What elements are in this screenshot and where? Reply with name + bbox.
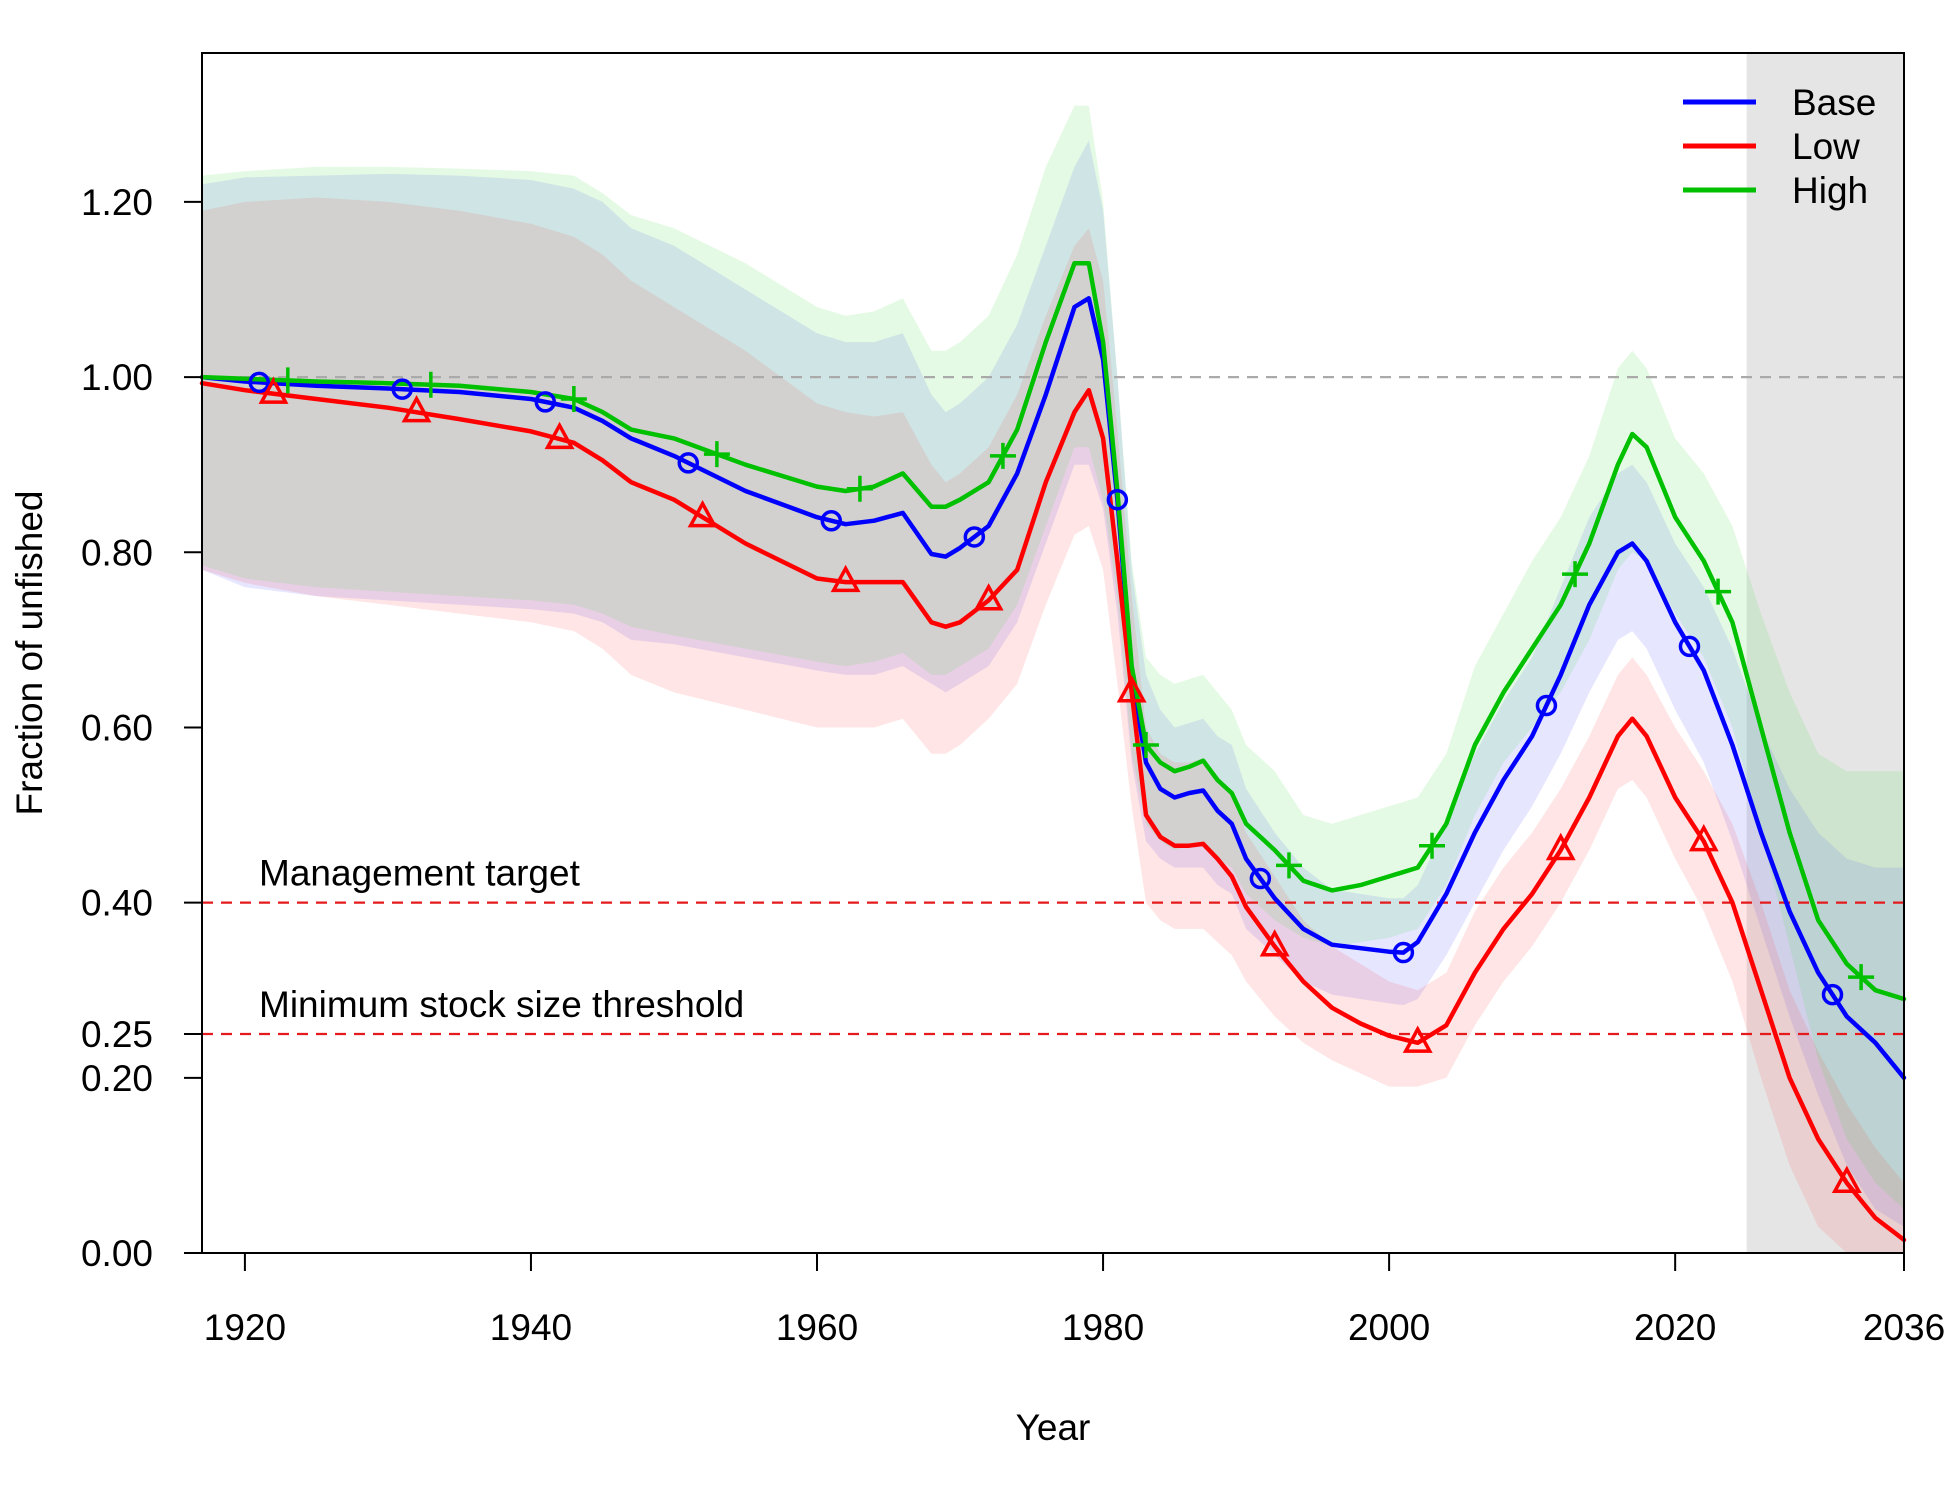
marker-high [417,371,444,398]
marker-base [391,378,413,400]
x-tick-label: 2000 [1348,1307,1430,1348]
y-tick-label: 1.20 [81,182,153,223]
marker-base [677,452,700,474]
x-tick-label: 1960 [776,1307,858,1348]
band-low [202,197,1904,1253]
marker-base [534,391,557,413]
y-tick-label: 0.40 [81,883,153,924]
x-axis: 1920 1940 1960 1980 2000 2020 2036 [204,1252,1945,1348]
y-tick-label: 0.25 [81,1014,153,1055]
line-base [199,296,1907,1081]
reference-lines: Management target Minimum stock size thre… [202,375,1904,1036]
marker-base [248,371,270,394]
marker-base [1678,635,1701,658]
marker-low [1688,824,1719,852]
x-tick-label: 2020 [1634,1307,1716,1348]
marker-base [820,509,843,532]
legend-label: Base [1792,82,1876,123]
uncertainty-bands [202,105,1904,1253]
y-tick-label: 0.60 [81,707,153,748]
legend-label: Low [1792,126,1860,167]
marker-low [973,583,1004,611]
marker-low [1545,832,1576,861]
y-axis-title: Fraction of unfished [9,491,50,816]
y-axis: 0.00 0.200.25 0.40 0.60 0.80 1.00 1.20 [81,182,202,1274]
marker-low [687,499,718,528]
marker-high [703,441,730,468]
series-markers [248,367,1875,1194]
marker-high [989,442,1016,469]
marker-high [846,475,873,502]
legend-label: High [1792,170,1868,211]
forecast-region-layer [1746,53,1904,1253]
legend-item-base: Base [1683,82,1876,123]
marker-low [544,421,575,450]
band-high [202,105,1904,1210]
marker-base [1392,941,1415,964]
marker-high [274,367,301,394]
series-lines [199,260,1907,1243]
x-tick-label: 2036 [1863,1307,1945,1348]
line-high [199,260,1907,1002]
marker-low [1402,1025,1433,1053]
marker-high [1419,832,1446,859]
marker-low [258,376,289,404]
forecast-shading [1746,53,1904,1253]
marker-base [1106,488,1129,511]
reference-line-label: Management target [259,853,581,894]
x-axis-title: Year [1016,1407,1091,1448]
marker-high [1275,852,1302,879]
marker-high [1562,561,1589,588]
x-tick-label: 1980 [1062,1307,1144,1348]
legend-item-low: Low [1683,126,1860,167]
marker-base [963,526,986,548]
marker-low [1259,929,1290,957]
y-tick-label: 0.00 [81,1233,153,1274]
marker-base [1535,694,1558,717]
line-low [199,380,1907,1243]
y-tick-label: 0.80 [81,532,153,573]
legend-item-high: High [1683,170,1868,211]
y-tick-label: 1.00 [81,357,153,398]
marker-high [1705,578,1732,605]
reference-line-label: Minimum stock size threshold [259,984,744,1025]
marker-base [1249,867,1272,890]
y-tick-label: 0.20 [81,1058,153,1099]
marker-low [1831,1165,1862,1194]
marker-high [1848,964,1875,991]
band-base [202,140,1904,1227]
marker-base [1821,983,1844,1006]
marker-high [560,385,587,412]
x-tick-label: 1920 [204,1307,286,1348]
marker-high [1132,731,1159,758]
marker-low [830,564,861,593]
marker-low [1116,675,1147,703]
marker-low [401,395,432,423]
x-tick-label: 1940 [490,1307,572,1348]
